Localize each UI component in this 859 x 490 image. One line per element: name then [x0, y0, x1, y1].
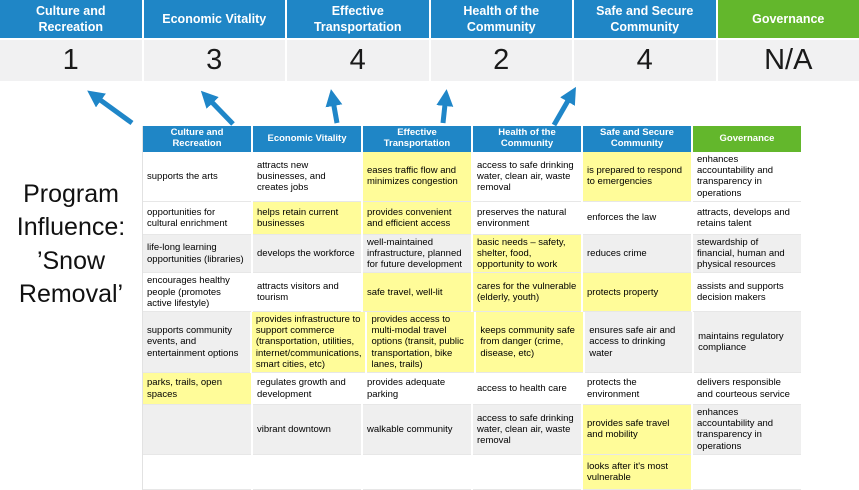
- matrix-header-effective-transportation: Effective Transportation: [363, 126, 471, 152]
- matrix-cell: develops the workforce: [253, 235, 361, 274]
- matrix-cell: protects the environment: [583, 373, 691, 405]
- matrix-cell-highlighted: looks after it's most vulnerable: [583, 455, 691, 490]
- matrix-cell: maintains regulatory compliance: [694, 312, 801, 373]
- matrix-cell: [473, 455, 581, 490]
- matrix-row: supports community events, and entertain…: [143, 312, 801, 373]
- matrix-cell: attracts, develops and retains talent: [693, 202, 801, 235]
- matrix-cell: preserves the natural environment: [473, 202, 581, 235]
- matrix-cell: ensures safe air and access to drinking …: [585, 312, 692, 373]
- influence-score-governance: N/A: [718, 40, 859, 81]
- matrix-cell-highlighted: provides infrastructure to support comme…: [252, 312, 366, 373]
- matrix-cell: enhances accountability and transparency…: [693, 152, 801, 202]
- matrix-row: life-long learning opportunities (librar…: [143, 235, 801, 274]
- matrix-cell: access to safe drinking water, clean air…: [473, 405, 581, 455]
- matrix-cell-highlighted: helps retain current businesses: [253, 202, 361, 235]
- priority-header-safe-and-secure-community: Safe and Secure Community: [574, 0, 716, 38]
- matrix-cell: [693, 455, 801, 490]
- up-arrow: [443, 95, 446, 123]
- influence-score-culture-and-recreation: 1: [0, 40, 142, 81]
- matrix-cell: attracts new businesses, and creates job…: [253, 152, 361, 202]
- up-arrow: [332, 95, 337, 123]
- influence-score-effective-transportation: 4: [287, 40, 429, 81]
- matrix-cell-highlighted: provides convenient and efficient access: [363, 202, 471, 235]
- matrix-cell-highlighted: eases traffic flow and minimizes congest…: [363, 152, 471, 202]
- matrix-cell-highlighted: provides safe travel and mobility: [583, 405, 691, 455]
- matrix-cell: supports the arts: [143, 152, 251, 202]
- matrix-cell: reduces crime: [583, 235, 691, 274]
- matrix-cell: supports community events, and entertain…: [143, 312, 250, 373]
- priority-header-effective-transportation: Effective Transportation: [287, 0, 429, 38]
- influence-score-health-of-the-community: 2: [431, 40, 573, 81]
- priority-header-culture-and-recreation: Culture and Recreation: [0, 0, 142, 38]
- matrix-cell: life-long learning opportunities (librar…: [143, 235, 251, 274]
- matrix-cell: well-maintained infrastructure, planned …: [363, 235, 471, 274]
- matrix-cell: [143, 405, 251, 455]
- matrix-cell: enhances accountability and transparency…: [693, 405, 801, 455]
- program-influence-label: Program Influence: ’Snow Removal’: [2, 178, 140, 311]
- matrix-cell-highlighted: safe travel, well-lit: [363, 273, 471, 312]
- matrix-cell-highlighted: provides access to multi-modal travel op…: [367, 312, 474, 373]
- matrix-cell: [143, 455, 251, 490]
- matrix-cell-highlighted: parks, trails, open spaces: [143, 373, 251, 405]
- matrix-cell: attracts visitors and tourism: [253, 273, 361, 312]
- matrix-header-culture-and-recreation: Culture and Recreation: [143, 126, 251, 152]
- matrix-cell: stewardship of financial, human and phys…: [693, 235, 801, 274]
- matrix-cell-highlighted: protects property: [583, 273, 691, 312]
- up-arrow: [92, 94, 132, 123]
- matrix-cell-highlighted: cares for the vulnerable (elderly, youth…: [473, 273, 581, 312]
- matrix-header-safe-and-secure-community: Safe and Secure Community: [583, 126, 691, 152]
- matrix-cell-highlighted: keeps community safe from danger (crime,…: [476, 312, 583, 373]
- up-arrow: [554, 92, 573, 125]
- matrix-row: looks after it's most vulnerable: [143, 455, 801, 490]
- matrix-cell: access to health care: [473, 373, 581, 405]
- matrix-cell: encourages healthy people (promotes acti…: [143, 273, 251, 312]
- up-arrow: [205, 95, 233, 124]
- matrix-cell: delivers responsible and courteous servi…: [693, 373, 801, 405]
- matrix-cell: opportunities for cultural enrichment: [143, 202, 251, 235]
- matrix-cell: walkable community: [363, 405, 471, 455]
- matrix-header-health-of-the-community: Health of the Community: [473, 126, 581, 152]
- matrix-cell: enforces the law: [583, 202, 691, 235]
- matrix-cell: access to safe drinking water, clean air…: [473, 152, 581, 202]
- matrix-cell: regulates growth and development: [253, 373, 361, 405]
- matrix-cell: provides adequate parking: [363, 373, 471, 405]
- priority-header-governance: Governance: [718, 0, 859, 38]
- priority-header-health-of-the-community: Health of the Community: [431, 0, 573, 38]
- matrix-cell: [363, 455, 471, 490]
- matrix-cell: assists and supports decision makers: [693, 273, 801, 312]
- matrix-row: encourages healthy people (promotes acti…: [143, 273, 801, 312]
- matrix-cell-highlighted: is prepared to respond to emergencies: [583, 152, 691, 202]
- matrix-cell-highlighted: basic needs – safety, shelter, food, opp…: [473, 235, 581, 274]
- matrix-header-economic-vitality: Economic Vitality: [253, 126, 361, 152]
- influence-score-safe-and-secure-community: 4: [574, 40, 716, 81]
- influence-arrows: [0, 77, 859, 127]
- matrix-cell: vibrant downtown: [253, 405, 361, 455]
- matrix-header-governance: Governance: [693, 126, 801, 152]
- influence-score-economic-vitality: 3: [144, 40, 286, 81]
- matrix-cell: [253, 455, 361, 490]
- priority-header-economic-vitality: Economic Vitality: [144, 0, 286, 38]
